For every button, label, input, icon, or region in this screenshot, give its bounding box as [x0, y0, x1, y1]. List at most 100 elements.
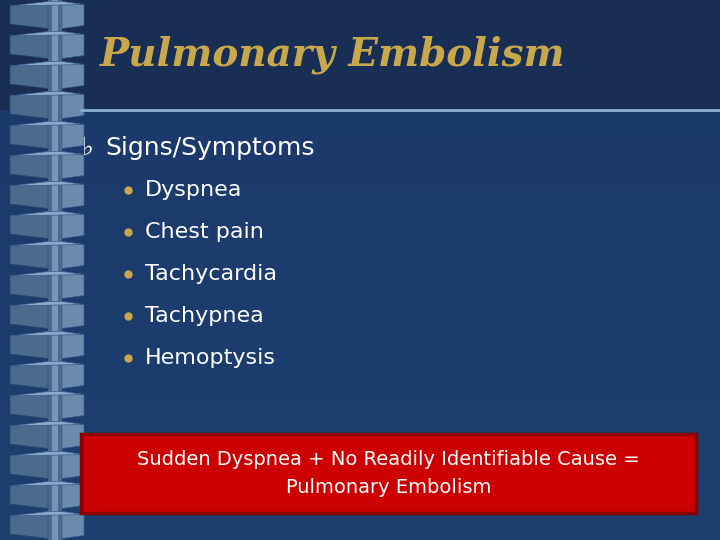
- Bar: [0, 275, 720, 281]
- Polygon shape: [10, 122, 48, 148]
- Text: Pulmonary Embolism: Pulmonary Embolism: [286, 478, 491, 497]
- Bar: [0, 470, 720, 475]
- Bar: [0, 281, 720, 286]
- Polygon shape: [10, 181, 48, 208]
- Polygon shape: [62, 212, 84, 239]
- Bar: [0, 292, 720, 297]
- Bar: [0, 167, 720, 173]
- Polygon shape: [10, 2, 48, 29]
- Bar: [0, 464, 720, 470]
- Bar: [0, 0, 720, 5]
- Polygon shape: [62, 361, 84, 388]
- Bar: [0, 513, 720, 518]
- Polygon shape: [62, 301, 84, 328]
- Polygon shape: [10, 31, 84, 36]
- Bar: [0, 535, 720, 540]
- Bar: [0, 97, 720, 103]
- Bar: [52, 0, 58, 540]
- Text: Chest pain: Chest pain: [145, 222, 264, 242]
- Polygon shape: [10, 482, 48, 509]
- Bar: [0, 16, 720, 22]
- Bar: [0, 248, 720, 254]
- Polygon shape: [62, 122, 84, 148]
- Bar: [0, 59, 720, 65]
- Bar: [0, 313, 720, 319]
- Bar: [0, 92, 720, 97]
- Bar: [0, 151, 720, 157]
- Bar: [0, 38, 720, 43]
- Polygon shape: [62, 272, 84, 299]
- Polygon shape: [10, 152, 48, 179]
- Text: Tachycardia: Tachycardia: [145, 264, 277, 284]
- Bar: [0, 173, 720, 178]
- Bar: [0, 108, 720, 113]
- Bar: [0, 135, 720, 140]
- Bar: [0, 518, 720, 524]
- Polygon shape: [10, 241, 84, 246]
- Bar: [0, 481, 720, 486]
- Bar: [48, 0, 62, 540]
- Bar: [0, 351, 720, 356]
- Polygon shape: [10, 91, 48, 118]
- Bar: [0, 491, 720, 497]
- Polygon shape: [62, 152, 84, 179]
- Polygon shape: [10, 361, 84, 366]
- Polygon shape: [10, 212, 84, 216]
- Bar: [0, 340, 720, 346]
- Polygon shape: [62, 332, 84, 359]
- Bar: [0, 243, 720, 248]
- Bar: [0, 216, 720, 221]
- Bar: [0, 367, 720, 373]
- Bar: [0, 410, 720, 416]
- Polygon shape: [62, 2, 84, 29]
- Polygon shape: [10, 241, 48, 268]
- Bar: [0, 140, 720, 146]
- Polygon shape: [62, 511, 84, 538]
- Polygon shape: [10, 361, 48, 388]
- Bar: [0, 324, 720, 329]
- Bar: [0, 200, 720, 205]
- Polygon shape: [10, 392, 48, 418]
- Bar: [0, 502, 720, 508]
- Text: ♭: ♭: [82, 137, 94, 159]
- Bar: [0, 524, 720, 529]
- Bar: [0, 86, 720, 92]
- Bar: [0, 421, 720, 427]
- Bar: [0, 297, 720, 302]
- Text: Dyspnea: Dyspnea: [145, 180, 243, 200]
- Bar: [0, 162, 720, 167]
- Polygon shape: [62, 422, 84, 449]
- Polygon shape: [10, 31, 48, 58]
- Polygon shape: [10, 511, 48, 538]
- Bar: [0, 427, 720, 432]
- Bar: [0, 113, 720, 119]
- Polygon shape: [10, 511, 84, 516]
- Bar: [0, 383, 720, 389]
- Polygon shape: [10, 482, 84, 486]
- Bar: [0, 103, 720, 108]
- Text: Signs/Symptoms: Signs/Symptoms: [105, 136, 315, 160]
- Bar: [0, 286, 720, 292]
- Bar: [0, 308, 720, 313]
- Polygon shape: [62, 392, 84, 418]
- Polygon shape: [62, 91, 84, 118]
- Polygon shape: [10, 62, 84, 66]
- Bar: [0, 265, 720, 270]
- Bar: [0, 254, 720, 259]
- Polygon shape: [10, 272, 84, 276]
- Text: Sudden Dyspnea + No Readily Identifiable Cause =: Sudden Dyspnea + No Readily Identifiable…: [137, 450, 640, 469]
- Text: Tachypnea: Tachypnea: [145, 306, 264, 326]
- Bar: [0, 232, 720, 238]
- Bar: [0, 529, 720, 535]
- Polygon shape: [10, 91, 84, 96]
- Bar: [0, 378, 720, 383]
- Bar: [0, 81, 720, 86]
- Bar: [0, 238, 720, 243]
- Polygon shape: [10, 451, 84, 456]
- Bar: [0, 454, 720, 459]
- Polygon shape: [10, 332, 84, 336]
- Bar: [0, 189, 720, 194]
- Bar: [0, 124, 720, 130]
- Bar: [0, 346, 720, 351]
- Bar: [0, 32, 720, 38]
